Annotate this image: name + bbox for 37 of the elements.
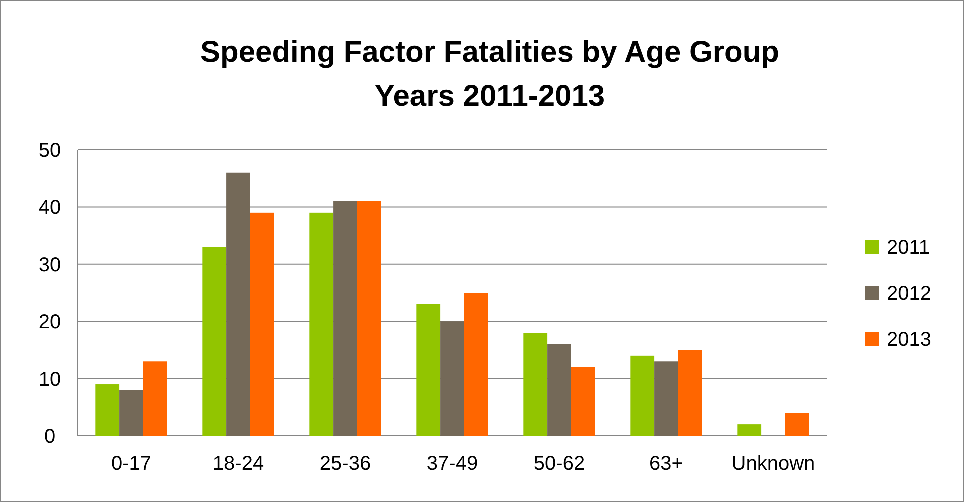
y-tick-label: 20 (38, 312, 62, 334)
bar (785, 413, 810, 436)
bar (310, 212, 334, 436)
y-tick-label: 40 (38, 197, 62, 220)
y-tick-label: 0 (44, 426, 56, 448)
bar (464, 293, 488, 436)
x-tick-label: 37-49 (426, 453, 478, 475)
bar (738, 424, 762, 436)
bar (143, 362, 168, 436)
bar (678, 350, 702, 436)
x-tick-label: 25-36 (320, 453, 372, 475)
bar (120, 390, 144, 436)
chart-title: Speeding Factor Fatalities by Age Group Years 2011-2013 (200, 36, 780, 113)
bar (96, 384, 120, 436)
bar (630, 356, 655, 436)
bar (334, 201, 358, 436)
bar (416, 304, 441, 436)
y-tick-label: 10 (38, 368, 62, 391)
x-tick-label: 63+ (650, 453, 684, 475)
bar (654, 362, 678, 436)
bar (226, 172, 250, 436)
y-tick-label: 30 (38, 254, 62, 276)
legend-label: 2012 (887, 283, 932, 305)
bar (202, 247, 227, 436)
legend-label: 2013 (887, 329, 932, 351)
bar (524, 333, 548, 436)
bar (250, 212, 274, 436)
bar (571, 367, 596, 436)
legend-label: 2011 (887, 237, 930, 259)
x-tick-label: Unknown (732, 453, 816, 475)
x-tick-label: 50-62 (534, 453, 586, 475)
x-tick-label: 0-17 (111, 453, 152, 475)
y-tick-label: 50 (38, 140, 62, 162)
bar (440, 322, 464, 436)
bar (357, 201, 382, 436)
x-tick-label: 18-24 (212, 453, 264, 475)
bar (548, 344, 572, 436)
